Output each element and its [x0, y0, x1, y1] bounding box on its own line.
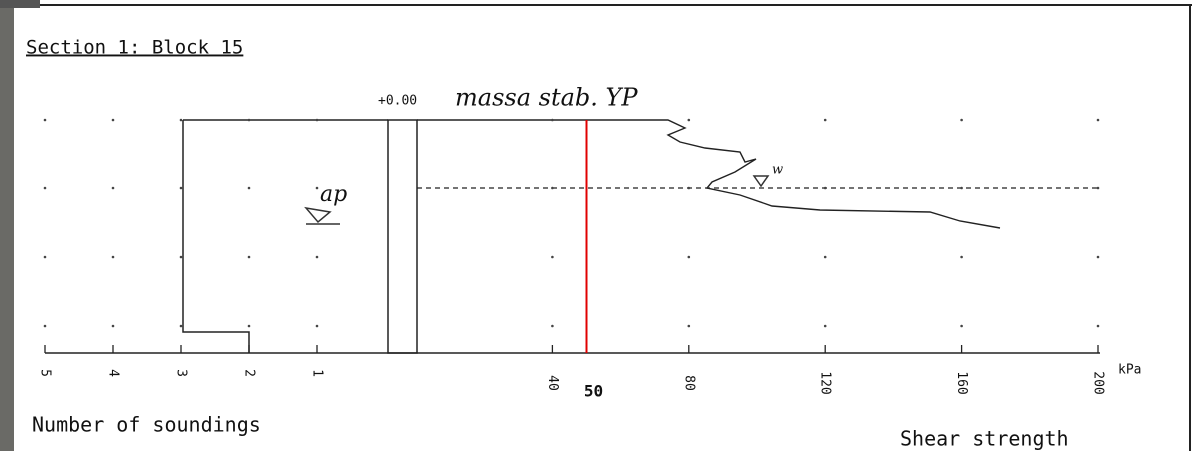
tick-label: 3 — [174, 369, 189, 377]
axis-title: Shear strength — [900, 427, 1069, 451]
reference-label: 50 — [584, 382, 603, 401]
grid-dot — [824, 325, 827, 328]
grid-dot — [44, 119, 47, 122]
grid-dot — [1097, 325, 1100, 328]
tick-label: 120 — [818, 371, 833, 394]
tick-label: 1 — [310, 369, 325, 377]
annotation: massa stab. YP — [455, 84, 638, 112]
grid-dot — [112, 187, 115, 190]
grid-dot — [688, 119, 691, 122]
tick-label: 200 — [1091, 371, 1106, 394]
tick-label: 5 — [38, 369, 53, 377]
grid-dot — [1097, 256, 1100, 259]
grid-dot — [960, 256, 963, 259]
tick-label: 4 — [106, 369, 121, 377]
grid-dot — [316, 187, 319, 190]
grid-dot — [316, 119, 319, 122]
grid-dot — [960, 187, 963, 190]
grid-dot — [688, 325, 691, 328]
grid-dot — [248, 256, 251, 259]
grid-dot — [112, 256, 115, 259]
grid-dot — [316, 256, 319, 259]
grid-dot — [248, 325, 251, 328]
grid-dot — [551, 187, 554, 190]
tick-label: 80 — [681, 375, 696, 391]
chart: Section 1: Block 15 +0.00 massa stab. YP… — [0, 0, 1192, 451]
grid-dot — [112, 325, 115, 328]
grid-dot — [960, 119, 963, 122]
grid-dot — [180, 119, 183, 122]
grid-dot — [551, 256, 554, 259]
grid-dot — [824, 256, 827, 259]
tick-label: 2 — [242, 369, 257, 377]
chart-title: Section 1: Block 15 — [26, 37, 243, 59]
unit-label: kPa — [1118, 363, 1141, 378]
grid-dot — [44, 187, 47, 190]
grid-dot — [551, 119, 554, 122]
grid-dot — [824, 119, 827, 122]
corner — [0, 0, 40, 8]
annotation: ap — [320, 182, 347, 207]
level-label: +0.00 — [378, 94, 417, 109]
grid-dot — [960, 325, 963, 328]
grid-dot — [1097, 119, 1100, 122]
grid-dot — [180, 256, 183, 259]
left-edge — [0, 0, 14, 451]
grid-dot — [688, 187, 691, 190]
grid-dot — [112, 119, 115, 122]
grid-dot — [180, 325, 183, 328]
grid-dot — [248, 119, 251, 122]
grid-dot — [180, 187, 183, 190]
grid-dot — [688, 256, 691, 259]
tick-label: 160 — [954, 371, 969, 394]
grid-dot — [44, 256, 47, 259]
grid-dot — [316, 325, 319, 328]
grid-dot — [824, 187, 827, 190]
grid-dot — [551, 325, 554, 328]
grid-dot — [248, 187, 251, 190]
axis-title: Number of soundings — [32, 413, 261, 437]
grid-dot — [44, 325, 47, 328]
grid-dot — [1097, 187, 1100, 190]
tick-label: 40 — [545, 375, 560, 391]
annotation: w — [772, 163, 783, 178]
